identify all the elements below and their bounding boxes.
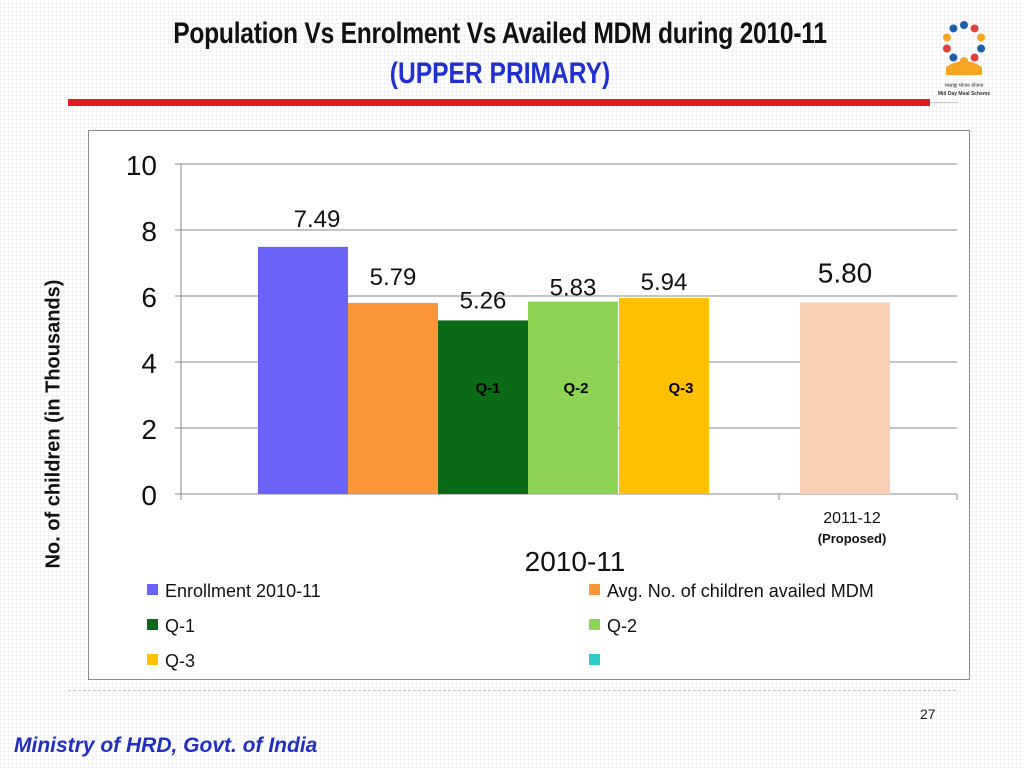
bar-value-label: 5.94	[641, 269, 688, 296]
bar-value-label: 5.26	[460, 287, 507, 314]
logo-figure	[960, 21, 968, 29]
bar-inner-label: Q-3	[668, 380, 693, 397]
legend-swatch	[147, 654, 158, 665]
logo-figure	[949, 53, 958, 62]
bar	[528, 301, 618, 494]
bar	[438, 320, 528, 494]
ministry-footer: Ministry of HRD, Govt. of India	[14, 734, 318, 757]
x-category-sublabel: (Proposed)	[818, 531, 887, 546]
logo-text-english: Mid Day Meal Scheme	[938, 91, 990, 97]
bar-inner-label: Q-1	[475, 380, 500, 397]
legend-label: Avg. No. of children availed MDM	[607, 581, 874, 601]
logo-figure	[977, 44, 986, 53]
y-tick-label: 8	[141, 216, 157, 247]
logo-figure	[949, 24, 958, 33]
y-tick-label: 6	[141, 282, 157, 313]
footer-divider	[68, 690, 956, 691]
x-category-label: 2010-11	[525, 546, 626, 577]
logo-figure	[970, 24, 979, 33]
slide-subtitle: (UPPER PRIMARY)	[389, 57, 611, 90]
bar	[348, 302, 438, 494]
bar	[619, 297, 709, 494]
title-divider-extension	[930, 102, 958, 103]
bar-value-label: 5.80	[818, 258, 873, 289]
legend-label: Q-1	[165, 616, 195, 636]
y-tick-label: 0	[141, 480, 157, 511]
legend-swatch	[589, 654, 600, 665]
slide-title: Population Vs Enrolment Vs Availed MDM d…	[173, 17, 827, 50]
logo-figure	[977, 33, 986, 42]
logo-figure	[942, 44, 951, 53]
legend-swatch	[589, 584, 600, 595]
legend-label: Q-3	[165, 651, 195, 671]
legend-swatch	[147, 584, 158, 595]
bar	[800, 302, 890, 494]
chart-area: 0 2 4 6 8 10 7.49 5.79 5.26 Q-1 5.83 Q-2 5.94 Q-3 5.80…	[88, 130, 970, 680]
legend-label: Enrollment 2010-11	[165, 581, 321, 601]
y-tick-label: 2	[141, 414, 157, 445]
logo-book-shape	[946, 61, 982, 75]
bar-value-label: 5.79	[370, 264, 417, 291]
x-category-label: 2011-12	[823, 510, 881, 527]
logo-figure	[942, 33, 951, 42]
legend-label: Q-2	[607, 616, 637, 636]
legend-swatch	[589, 619, 600, 630]
bar-value-label: 5.83	[550, 275, 597, 302]
title-divider	[68, 99, 930, 106]
y-tick-label: 10	[126, 150, 157, 181]
logo-figure	[970, 53, 979, 62]
bar	[258, 246, 348, 494]
mid-day-meal-logo: मध्याह्न भोजन योजना Mid Day Meal Scheme	[938, 21, 990, 97]
logo-text-hindi: मध्याह्न भोजन योजना	[945, 82, 984, 89]
bar-chart: 0 2 4 6 8 10 7.49 5.79 5.26 Q-1 5.83 Q-2 5.94 Q-3 5.80…	[126, 150, 958, 671]
y-tick-label: 4	[141, 348, 157, 379]
y-axis-label: No. of children (in Thousands)	[42, 279, 65, 569]
page-number: 27	[920, 706, 936, 722]
bar-value-label: 7.49	[294, 206, 341, 233]
legend-swatch	[147, 619, 158, 630]
bar-inner-label: Q-2	[563, 380, 588, 397]
